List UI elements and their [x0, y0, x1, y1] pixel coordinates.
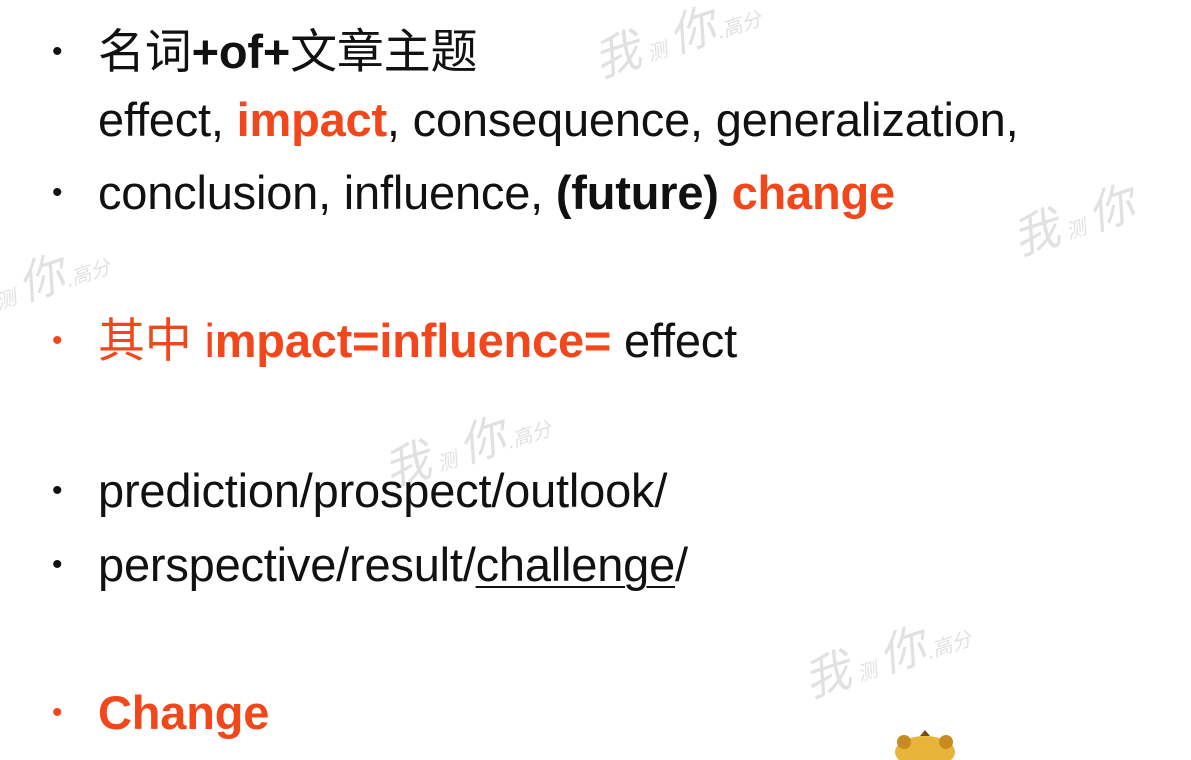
bullet-marker: •	[52, 35, 63, 68]
bullet-conclusion-line: conclusion, influence, (future) change	[98, 165, 895, 221]
bullet-marker: •	[52, 548, 63, 581]
watermark-mark: 我	[586, 22, 648, 88]
text-segment: Change	[98, 686, 270, 739]
bullet-topic-template: 名词+of+文章主题	[98, 24, 477, 81]
text-segment: conclusion, influence,	[98, 166, 556, 219]
bullet-marker: •	[52, 696, 63, 729]
bullet-topic-template-cont: effect, impact, consequence, generalizat…	[98, 92, 1019, 148]
text-segment: i	[191, 314, 215, 367]
text-segment: /	[675, 538, 688, 591]
text-segment: 文章主题	[290, 25, 478, 80]
text-segment: perspective/result/	[98, 538, 476, 591]
watermark: 测 你.高分	[0, 246, 114, 315]
text-segment: effect	[611, 314, 737, 367]
text-segment: prediction/prospect/outlook/	[98, 464, 668, 517]
bullet-perspective-line: perspective/result/challenge/	[98, 537, 688, 593]
mascot-icon	[895, 730, 955, 760]
text-segment: challenge	[475, 538, 676, 591]
text-segment: 其中	[98, 314, 192, 369]
watermark: 我 测 你.高分	[586, 0, 765, 88]
bullet-marker: •	[52, 176, 63, 209]
bullet-impact-equals: 其中 impact=influence= effect	[98, 313, 737, 370]
text-segment	[719, 166, 732, 219]
text-segment: impact	[236, 93, 387, 146]
bullet-marker: •	[52, 324, 63, 357]
watermark: 我 测 你.高分	[796, 618, 975, 708]
watermark: 我 测 你	[1005, 175, 1141, 266]
text-segment: +of+	[191, 25, 291, 78]
bullet-change-line: Change	[98, 685, 269, 741]
text-segment: mpact=influence=	[214, 314, 612, 367]
text-segment: (future)	[555, 166, 719, 219]
text-segment: change	[731, 166, 896, 219]
text-segment: effect,	[98, 93, 237, 146]
bullet-prediction-line: prediction/prospect/outlook/	[98, 463, 667, 519]
text-segment: , consequence, generalization,	[386, 93, 1019, 146]
bullet-marker: •	[52, 474, 63, 507]
text-segment: 名词	[98, 25, 192, 80]
